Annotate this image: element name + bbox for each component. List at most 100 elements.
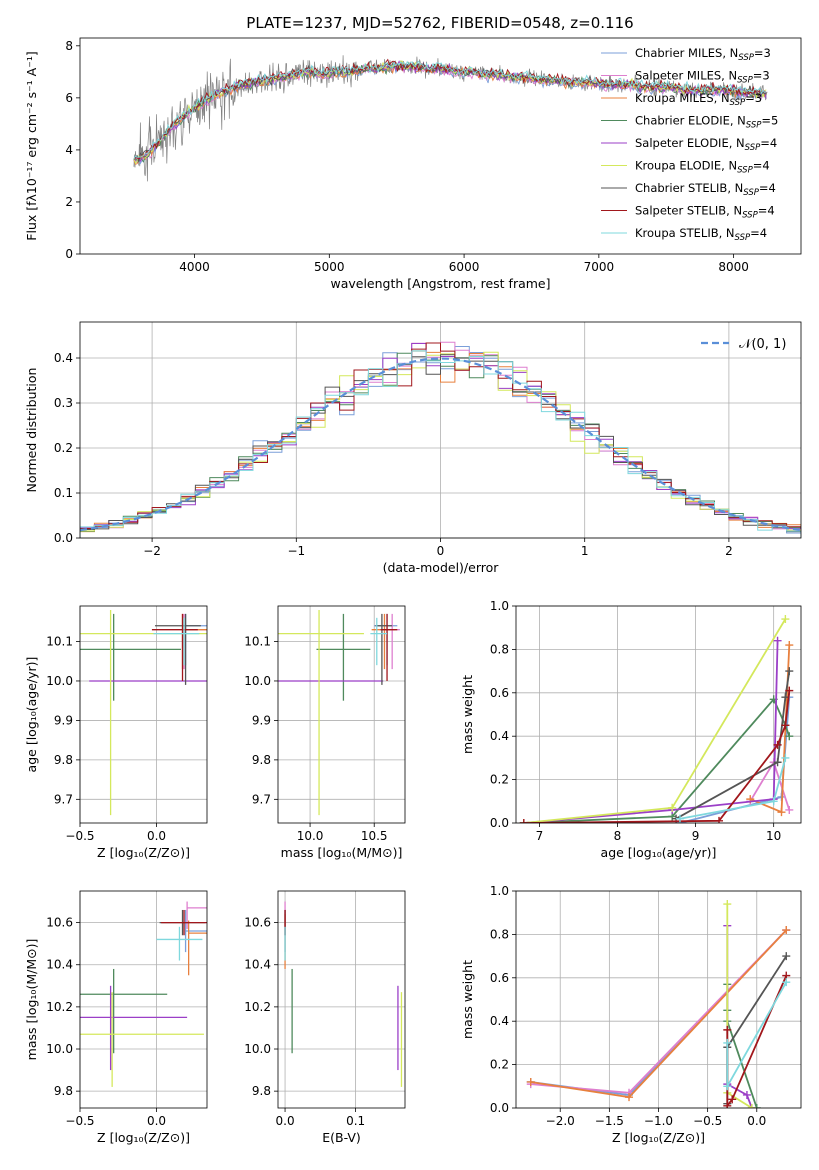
legend-label-suffix: =3 [753, 69, 770, 83]
x-axis-label: E(B-V) [322, 1130, 361, 1145]
legend-label-text: Kroupa STELIB, N [635, 226, 735, 240]
x-tick-label: 2 [725, 544, 733, 558]
legend-label-text: Chabrier MILES, N [635, 46, 738, 60]
histogram-kr_stelib [80, 350, 801, 538]
legend-label-text: Kroupa MILES, N [635, 91, 730, 105]
legend-label-suffix: =4 [758, 204, 775, 218]
x-tick-label: 0.0 [747, 1114, 766, 1128]
x-tick-label: −1.0 [644, 1114, 673, 1128]
y-tick-label: 4 [65, 143, 73, 157]
x-axis-label: Z [log₁₀(Z/Z⊙)] [612, 1130, 705, 1145]
y-tick-label: 0.4 [490, 1014, 509, 1028]
legend-label-text: Salpeter ELODIE, N [635, 136, 745, 150]
legend-label-kr_stelib: Kroupa STELIB, NSSP=4 [635, 226, 767, 243]
y-tick-label: 10.0 [46, 674, 73, 688]
y-tick-label: 9.8 [252, 753, 271, 767]
weight-point-sa_elodie [742, 1090, 751, 1099]
x-tick-label: 10 [766, 829, 781, 843]
y-axis-label: mass weight [460, 960, 475, 1039]
y-tick-label: 10.0 [244, 674, 271, 688]
axes-frame [515, 605, 802, 824]
mass-vs-Z-panel: −0.5 0.0 9.8 10.0 10.2 10.4 10.6 Z [log₁₀(Z/Z⊙)… [24, 890, 208, 1145]
legend-label-sub: SSP [742, 211, 758, 221]
weight-point-kr_miles [625, 1093, 634, 1102]
y-tick-label: 0.0 [54, 531, 73, 545]
y-axis-label: mass weight [460, 675, 475, 754]
x-tick-label: −2.0 [546, 1114, 575, 1128]
y-tick-label: 9.8 [54, 753, 73, 767]
y-tick-label: 10.0 [46, 1042, 73, 1056]
normal-reference-curve [80, 357, 801, 532]
mass-vs-EBV-panel: 0.0 0.1 9.8 10.0 10.2 10.4 10.6 E(B-V) [244, 890, 406, 1145]
legend-label-suffix: =4 [753, 159, 770, 173]
legend-label-suffix: =5 [761, 114, 778, 128]
y-tick-label: 10.2 [46, 1000, 73, 1014]
legend-label-sub: SSP [746, 121, 762, 131]
legend-label-sa_stelib: Salpeter STELIB, NSSP=4 [635, 204, 775, 221]
x-tick-label: 8000 [718, 260, 749, 274]
x-tick-label: 4000 [179, 260, 210, 274]
legend-label-ch_stelib: Chabrier STELIB, NSSP=4 [635, 181, 776, 198]
y-tick-label: 9.8 [54, 1084, 73, 1098]
legend-label-sub: SSP [730, 98, 746, 108]
weight-point-sa_stelib [728, 1095, 737, 1104]
legend-label-ch_elodie: Chabrier ELODIE, NSSP=5 [635, 114, 778, 131]
x-tick-label: 0.0 [276, 1114, 295, 1128]
mass-vs-EBV-grid [278, 891, 405, 1108]
y-tick-label: 0.6 [490, 971, 509, 985]
y-tick-label: 0.0 [490, 816, 509, 830]
x-tick-label: 1 [581, 544, 589, 558]
x-tick-label: −1 [287, 544, 305, 558]
legend-label-sa_miles: Salpeter MILES, NSSP=3 [635, 69, 770, 86]
legend-label-sub: SSP [737, 76, 753, 86]
y-axis-label: mass [log₁₀(M/M⊙)] [24, 939, 39, 1061]
age-vs-Z-panel: −0.5 0.0 9.7 9.8 9.9 10.0 10.1 Z [log₁₀(Z/Z⊙)] a… [24, 605, 208, 860]
weight-point-kr_miles [782, 926, 791, 935]
weight-vs-Z-plot-area [526, 900, 791, 1108]
model-spectrum-kr_stelib [133, 60, 767, 160]
x-tick-label: 0 [437, 544, 445, 558]
legend-label-sub: SSP [743, 188, 759, 198]
weight-vs-Z-panel: −2.0 −1.5 −1.0 −0.5 0.0 0.0 0.2 0.4 0.6 0.8 1.0 Z [… [460, 884, 802, 1145]
y-tick-label: 0.1 [54, 486, 73, 500]
age-vs-mass-panel: 10.0 10.5 9.7 9.8 9.9 10.0 10.1 mass [log₁₀(M/M… [244, 605, 406, 860]
weight-point-kr_stelib [782, 978, 791, 987]
residuals-plot-area [80, 341, 801, 538]
weight-point-kr_stelib [675, 814, 684, 823]
weight-point-kr_elodie [747, 1104, 756, 1108]
weight-line-ch_elodie [726, 984, 758, 1108]
weight-point-sa_stelib [773, 740, 782, 749]
x-axis-label: wavelength [Angstrom, rest frame] [330, 276, 550, 291]
weight-vs-age-plot-area [519, 615, 794, 823]
weight-point-kr_miles [777, 808, 786, 817]
y-tick-label: 10.1 [46, 635, 73, 649]
legend-label-text: Chabrier STELIB, N [635, 181, 743, 195]
x-tick-label: −2 [143, 544, 161, 558]
axes-frame [277, 605, 406, 824]
weight-point-sa_stelib [781, 721, 790, 730]
y-tick-label: 0.4 [490, 729, 509, 743]
age-vs-Z-grid [79, 606, 207, 823]
legend-label-ch_miles: Chabrier MILES, NSSP=3 [635, 46, 771, 63]
weight-point-kr_elodie [723, 900, 732, 909]
x-tick-label: −0.5 [693, 1114, 722, 1128]
weight-vs-age-panel: 7 8 9 10 0.0 0.2 0.4 0.6 0.8 1.0 age [log₁₀(age/yr… [460, 599, 802, 860]
legend-label-text: Kroupa ELODIE, N [635, 159, 737, 173]
legend-label-suffix: =4 [760, 136, 777, 150]
residuals-legend: 𝒩(0, 1) [701, 337, 786, 352]
y-tick-label: 0.6 [490, 686, 509, 700]
axes-frame [79, 321, 802, 539]
legend-label-suffix: =3 [754, 46, 771, 60]
y-tick-label: 9.8 [252, 1084, 271, 1098]
y-tick-label: 10.2 [244, 1000, 271, 1014]
x-tick-label: 8 [614, 829, 622, 843]
mass-vs-Z-grid [79, 891, 207, 1108]
y-tick-label: 9.9 [54, 713, 73, 727]
y-tick-label: 10.6 [46, 916, 73, 930]
legend-label-sub: SSP [735, 233, 751, 243]
weight-point-sa_stelib [715, 816, 724, 823]
x-axis-label: age [log₁₀(age/yr)] [601, 845, 717, 860]
weight-point-sa_stelib [723, 1101, 732, 1108]
